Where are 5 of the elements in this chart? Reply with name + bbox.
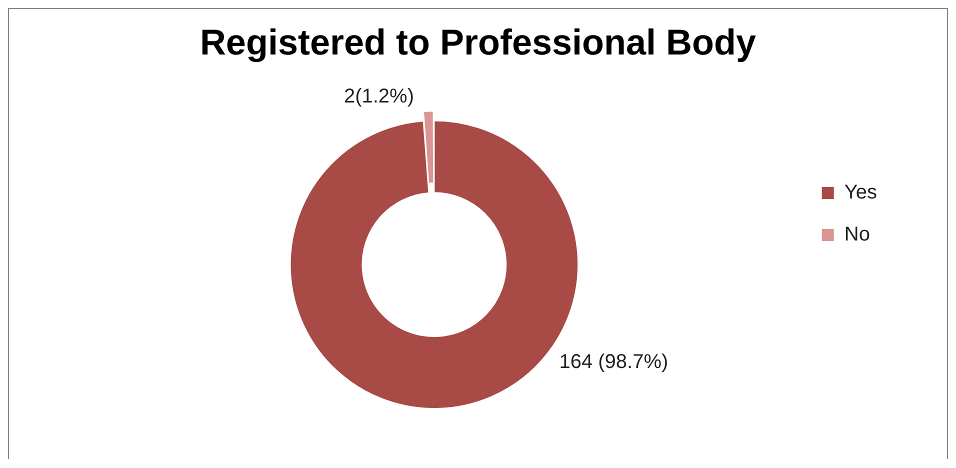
data-label: 2(1.2%) [344, 85, 414, 108]
legend-label: No [844, 224, 870, 246]
data-label: 164 (98.7%) [559, 351, 668, 374]
legend-label: Yes [844, 182, 878, 204]
chart-title: Registered to Professional Body [200, 22, 756, 63]
